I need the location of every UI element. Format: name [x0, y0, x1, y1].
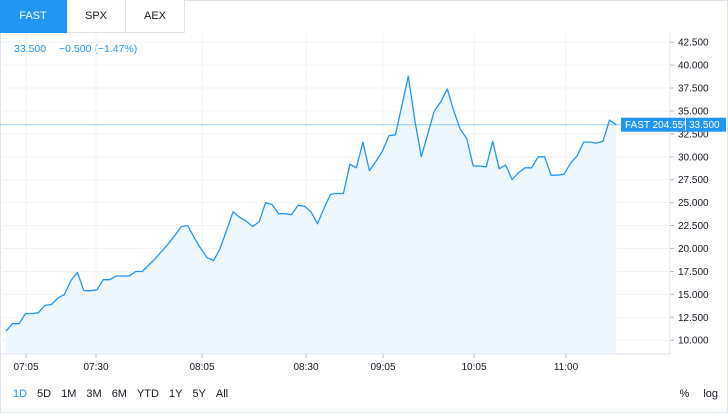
range-ytd[interactable]: YTD	[136, 388, 159, 400]
y-tick-label: 42.500	[678, 38, 709, 49]
range-5y[interactable]: 5Y	[192, 388, 206, 400]
range-selector: 1D 5D 1M 3M 6M YTD 1Y 5Y All	[8, 388, 233, 400]
series-name-label: FAST 204.55%	[625, 120, 692, 131]
x-axis: 07:05 07:30 08:05 08:30 09:05 10:05 11:00	[0, 353, 670, 373]
y-axis: 10.000 12.500 15.000 17.500 20.000 22.500 25.0…	[669, 33, 709, 354]
range-all[interactable]: All	[215, 388, 229, 400]
tab-fast[interactable]: FAST	[0, 0, 67, 33]
range-1m[interactable]: 1M	[61, 388, 77, 400]
last-price-badge	[686, 117, 726, 132]
y-tick-label: 27.500	[678, 175, 709, 186]
y-tick-label: 25.000	[678, 198, 709, 209]
y-tick-label: 37.500	[678, 84, 709, 95]
y-tick-label: 10.000	[678, 336, 709, 347]
y-tick-label: 17.500	[678, 267, 709, 278]
range-5d[interactable]: 5D	[37, 388, 52, 400]
x-tick-label: 07:05	[13, 362, 38, 373]
x-tick-label: 10:05	[461, 362, 486, 373]
range-1d[interactable]: 1D	[13, 388, 28, 400]
y-tick-label: 40.000	[678, 61, 709, 72]
last-price-labels: FAST 204.55%33.500	[621, 117, 726, 132]
y-tick-label: 22.500	[678, 221, 709, 232]
percent-scale-button[interactable]: %	[679, 388, 690, 400]
y-tick-label: 12.500	[678, 313, 709, 324]
x-tick-label: 09:05	[370, 362, 395, 373]
y-tick-label: 35.000	[678, 106, 709, 117]
y-tick-label: 15.000	[678, 290, 709, 301]
quote-readout: 33.500 −0.500 (−1.47%)	[14, 43, 137, 55]
range-3m[interactable]: 3M	[86, 388, 102, 400]
last-price-value: 33.500	[689, 120, 720, 131]
series-name-badge	[621, 117, 685, 132]
tab-aex[interactable]: AEX	[126, 0, 185, 33]
range-6m[interactable]: 6M	[111, 388, 127, 400]
y-tick-label: 30.000	[678, 152, 709, 163]
x-tick-label: 08:30	[293, 362, 318, 373]
scale-controls: % log	[666, 376, 718, 412]
x-tick-label: 07:30	[83, 362, 108, 373]
tab-spx[interactable]: SPX	[67, 0, 126, 33]
y-tick-label: 20.000	[678, 244, 709, 255]
range-1y[interactable]: 1Y	[168, 388, 183, 400]
quote-price: 33.500	[14, 43, 47, 55]
bottom-toolbar: 1D 5D 1M 3M 6M YTD 1Y 5Y All % log	[0, 376, 728, 412]
x-tick-label: 08:05	[189, 362, 214, 373]
price-line	[5, 75, 617, 332]
price-chart[interactable]: 10.000 12.500 15.000 17.500 20.000 22.500 25.0…	[0, 33, 728, 376]
price-area	[6, 76, 616, 354]
symbol-tabs: FAST SPX AEX	[0, 0, 185, 33]
quote-change: −0.500 (−1.47%)	[59, 43, 138, 55]
y-tick-label: 32.500	[678, 129, 709, 140]
log-scale-button[interactable]: log	[703, 388, 718, 400]
x-tick-label: 11:00	[554, 362, 579, 373]
